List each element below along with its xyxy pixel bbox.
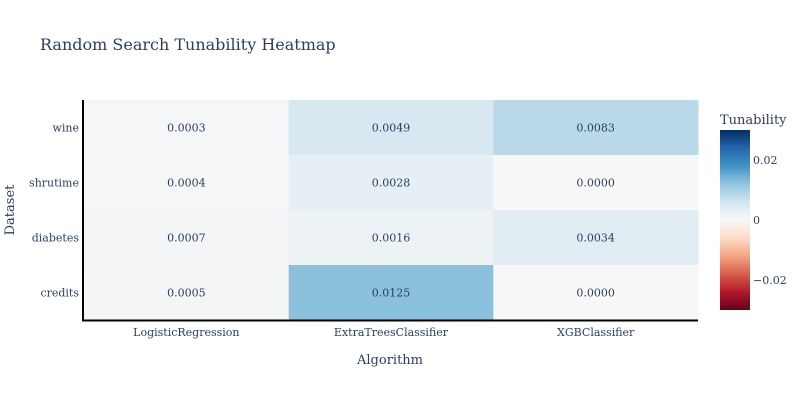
cell-value-label: 0.0083 <box>576 122 615 135</box>
cell-value-label: 0.0016 <box>372 232 411 245</box>
heatmap-cell <box>84 265 290 321</box>
heatmap-cell <box>493 100 699 156</box>
y-axis-title: Dataset <box>3 184 18 236</box>
heatmap-cell <box>288 265 494 321</box>
cell-value-label: 0.0005 <box>167 287 206 300</box>
cell-value-label: 0.0003 <box>167 122 206 135</box>
cell-value-label: 0.0125 <box>372 287 411 300</box>
heatmap-cells <box>84 100 699 321</box>
colorbar-title: Tunability <box>720 113 787 128</box>
cell-value-label: 0.0000 <box>576 177 615 190</box>
heatmap-cell <box>493 265 699 321</box>
y-tick-label: credits <box>40 287 79 300</box>
heatmap-cell <box>84 100 290 156</box>
x-axis-title: Algorithm <box>356 353 423 368</box>
heatmap-cell <box>84 155 290 211</box>
cell-value-label: 0.0000 <box>576 287 615 300</box>
cell-value-label: 0.0004 <box>167 177 206 190</box>
colorbar-tick-label: −0.02 <box>753 274 787 287</box>
heatmap-cell <box>288 210 494 266</box>
colorbar-tick-label: 0.02 <box>753 154 778 167</box>
heatmap-cell <box>288 155 494 211</box>
x-tick-labels: LogisticRegression ExtraTreesClassifier XG… <box>133 326 635 339</box>
heatmap-cell <box>288 100 494 156</box>
x-tick-label: ExtraTreesClassifier <box>334 326 449 339</box>
y-tick-label: diabetes <box>32 232 80 245</box>
colorbar-ticks: 0.02 0 −0.02 <box>753 154 787 287</box>
y-tick-label: shrutime <box>29 177 79 190</box>
cell-value-label: 0.0028 <box>372 177 411 190</box>
cell-value-label: 0.0007 <box>167 232 206 245</box>
cell-value-label: 0.0034 <box>576 232 615 245</box>
heatmap-cell <box>493 155 699 211</box>
colorbar-tick-label: 0 <box>753 214 760 227</box>
cell-value-label: 0.0049 <box>372 122 411 135</box>
x-tick-label: LogisticRegression <box>133 326 239 339</box>
chart-title: Random Search Tunability Heatmap <box>40 35 336 54</box>
heatmap-cell-labels: 0.0003 0.0049 0.0083 0.0004 0.0028 0.0000 0.00… <box>167 122 615 300</box>
heatmap-cell <box>84 210 290 266</box>
y-tick-labels: wine shrutime diabetes credits <box>29 122 79 300</box>
x-tick-label: XGBClassifier <box>557 326 635 339</box>
y-tick-label: wine <box>52 122 79 135</box>
heatmap-cell <box>493 210 699 266</box>
colorbar <box>720 130 750 310</box>
